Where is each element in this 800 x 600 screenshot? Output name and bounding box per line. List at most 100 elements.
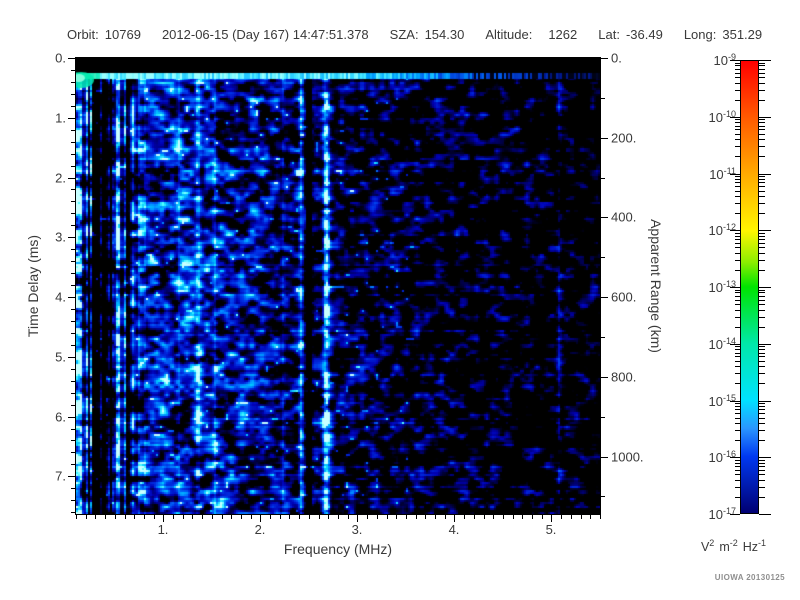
y-left-minor-tick [71, 345, 75, 346]
colorbar-major-tick-left [730, 230, 740, 231]
colorbar-minor-tick-left [735, 310, 740, 311]
y-left-minor-tick [71, 166, 75, 167]
y-axis-label-left: Time Delay (ms) [25, 234, 41, 338]
x-axis-minor-tick [134, 515, 135, 519]
x-axis-major-tick [454, 515, 455, 522]
colorbar-minor-tick-right [759, 440, 765, 441]
x-axis-minor-tick [309, 515, 310, 519]
y-left-minor-tick [71, 82, 75, 83]
y-left-tick-label: 5. [55, 349, 66, 365]
x-axis-minor-tick [173, 515, 174, 519]
y-left-minor-tick [71, 429, 75, 430]
colorbar-minor-tick-right [759, 236, 765, 237]
y-left-minor-tick [71, 225, 75, 226]
x-axis-minor-tick [532, 515, 533, 519]
colorbar-minor-tick-right [759, 497, 765, 498]
colorbar-minor-tick-right [759, 430, 765, 431]
header-field-value: -36.49 [625, 27, 663, 42]
colorbar-minor-tick-left [735, 203, 740, 204]
colorbar-minor-tick-right [759, 423, 765, 424]
colorbar-minor-tick-right [759, 239, 765, 240]
y-right-major-tick [601, 297, 608, 298]
colorbar-minor-tick-right [759, 260, 765, 261]
colorbar-major-tick-left [730, 514, 740, 515]
y-left-minor-tick [71, 405, 75, 406]
colorbar-minor-tick-right [759, 373, 765, 374]
y-left-minor-tick [71, 512, 75, 513]
colorbar-minor-tick-left [735, 373, 740, 374]
header-field-label: Orbit: [67, 27, 99, 42]
colorbar-major-tick-right [759, 60, 771, 61]
colorbar-minor-tick-right [759, 304, 765, 305]
colorbar-major-tick-right [759, 287, 771, 288]
colorbar-minor-tick-left [735, 186, 740, 187]
header-field-2: SZA: 154.30 [390, 27, 465, 42]
y-right-major-tick [601, 457, 608, 458]
y-right-minor-tick [601, 257, 605, 258]
colorbar-minor-tick-right [759, 480, 765, 481]
colorbar-minor-tick-right [759, 353, 765, 354]
y-left-major-tick [68, 476, 75, 477]
y-left-minor-tick [71, 142, 75, 143]
header-field-label: Altitude: [485, 27, 533, 42]
colorbar-unit-label: V2 m-2 Hz-1 [701, 538, 771, 554]
x-axis-tick-label: 4. [448, 522, 460, 537]
colorbar-major-tick-left [730, 60, 740, 61]
colorbar-major-tick-left [730, 344, 740, 345]
colorbar-minor-tick-left [735, 122, 740, 123]
y-right-minor-tick [601, 337, 605, 338]
x-axis-minor-tick [474, 515, 475, 519]
colorbar-minor-tick-left [735, 406, 740, 407]
colorbar-minor-tick-left [735, 463, 740, 464]
colorbar-minor-tick-right [759, 146, 765, 147]
colorbar-minor-tick-left [735, 383, 740, 384]
colorbar [740, 60, 759, 514]
colorbar-minor-tick-right [759, 310, 765, 311]
x-axis-minor-tick [144, 515, 145, 519]
y-right-tick-label: 800. [611, 369, 637, 385]
colorbar-minor-tick-left [735, 361, 740, 362]
header-info: Orbit: 10769 2012-06-15 (Day 167) 14:47:51… [67, 27, 783, 42]
x-axis-minor-tick [396, 515, 397, 519]
y-right-major-tick [601, 138, 608, 139]
y-left-minor-tick [71, 261, 75, 262]
x-axis-minor-tick [484, 515, 485, 519]
x-axis-minor-tick [338, 515, 339, 519]
colorbar-minor-tick-left [735, 156, 740, 157]
x-axis-minor-tick [367, 515, 368, 519]
x-axis-major-tick [551, 515, 552, 522]
colorbar-minor-tick-left [735, 247, 740, 248]
y-left-major-tick [68, 178, 75, 179]
y-left-minor-tick [71, 106, 75, 107]
colorbar-minor-tick-left [735, 474, 740, 475]
colorbar-minor-tick-left [735, 366, 740, 367]
colorbar-tick-label: 10-16 [708, 448, 736, 466]
colorbar-major-tick-left [730, 457, 740, 458]
header-field-4: Lat: -36.49 [598, 27, 663, 42]
colorbar-minor-tick-left [735, 296, 740, 297]
x-axis-minor-tick [270, 515, 271, 519]
x-axis-minor-tick [319, 515, 320, 519]
colorbar-major-tick-right [759, 174, 771, 175]
y-left-minor-tick [71, 201, 75, 202]
y-left-tick-label: 7. [55, 468, 66, 484]
colorbar-minor-tick-right [759, 292, 765, 293]
y-left-major-tick [68, 237, 75, 238]
x-axis-minor-tick [202, 515, 203, 519]
colorbar-minor-tick-right [759, 327, 765, 328]
y-left-minor-tick [71, 488, 75, 489]
colorbar-minor-tick-right [759, 134, 765, 135]
x-axis-minor-tick [600, 515, 601, 519]
y-left-minor-tick [71, 249, 75, 250]
colorbar-minor-tick-left [735, 129, 740, 130]
x-axis-minor-tick [289, 515, 290, 519]
colorbar-minor-tick-left [735, 413, 740, 414]
colorbar-minor-tick-left [735, 179, 740, 180]
y-right-tick-label: 600. [611, 289, 637, 305]
x-axis-minor-tick [115, 515, 116, 519]
header-field-value: 154.30 [424, 27, 465, 42]
x-axis-minor-tick [105, 515, 106, 519]
colorbar-minor-tick-right [759, 270, 765, 271]
x-axis-major-tick [260, 515, 261, 522]
colorbar-minor-tick-left [735, 233, 740, 234]
